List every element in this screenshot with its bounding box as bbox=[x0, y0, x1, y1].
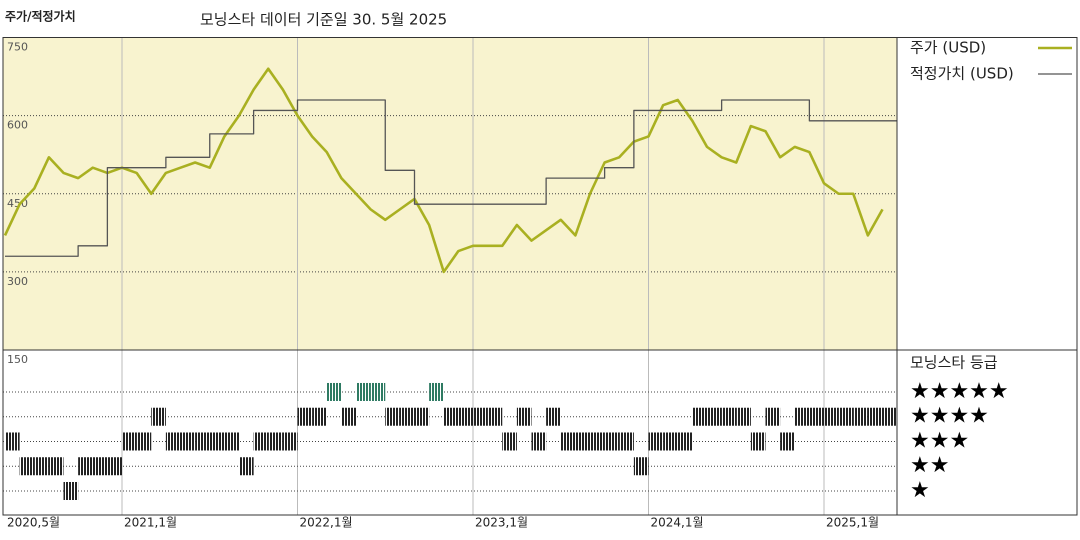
rating-bar bbox=[809, 407, 824, 426]
rating-bar bbox=[648, 432, 664, 451]
rating-bar bbox=[312, 407, 327, 426]
subtitle: 모닝스타 데이터 기준일 30. 5월 2025 bbox=[200, 11, 447, 29]
legend-label: 적정가치 (USD) bbox=[910, 65, 1014, 83]
rating-bar bbox=[224, 432, 239, 451]
rating-bar bbox=[575, 432, 590, 451]
rating-bar bbox=[399, 407, 415, 426]
x-tick-label: 2021,1월 bbox=[124, 516, 177, 530]
rating-bar bbox=[765, 407, 781, 426]
rating-bar bbox=[458, 407, 473, 426]
rating-bar bbox=[707, 407, 722, 426]
rating-bar bbox=[633, 457, 649, 476]
series-line bbox=[5, 99, 897, 257]
rating-bar bbox=[5, 432, 20, 451]
rating-bar bbox=[780, 432, 795, 451]
rating-bar bbox=[531, 432, 547, 451]
rating-label: ★★★ bbox=[910, 428, 969, 453]
rating-bar bbox=[122, 432, 137, 451]
rating-bar bbox=[385, 407, 400, 426]
rating-bar bbox=[63, 481, 79, 500]
y-tick-label: 150 bbox=[7, 353, 28, 366]
x-tick-label: 2022,1월 bbox=[300, 516, 353, 530]
rating-bar bbox=[92, 457, 108, 476]
rating-bar bbox=[268, 432, 283, 451]
rating-bar bbox=[692, 407, 707, 426]
rating-bar bbox=[516, 407, 532, 426]
y-tick-label: 750 bbox=[7, 41, 28, 54]
rating-bar bbox=[663, 432, 678, 451]
x-tick-label: 2020,5월 bbox=[7, 516, 60, 530]
rating-title: 모닝스타 등급 bbox=[910, 354, 998, 372]
rating-bar bbox=[34, 457, 49, 476]
rating-bar bbox=[151, 407, 166, 426]
rating-bar bbox=[370, 382, 386, 401]
rating-bar bbox=[209, 432, 225, 451]
y-tick-label: 600 bbox=[7, 119, 28, 132]
rating-bar bbox=[414, 407, 430, 426]
rating-bar bbox=[867, 407, 883, 426]
rating-bar bbox=[560, 432, 576, 451]
rating-bar bbox=[721, 407, 737, 426]
rating-label: ★★ bbox=[910, 453, 949, 478]
title: 주가/적정가치 bbox=[5, 9, 76, 24]
y-tick-label: 300 bbox=[7, 275, 28, 288]
rating-bar bbox=[794, 407, 810, 426]
series-line bbox=[3, 67, 884, 274]
rating-bar bbox=[136, 432, 152, 451]
rating-bar bbox=[487, 407, 503, 426]
frame bbox=[2, 37, 1078, 516]
rating-bar bbox=[253, 432, 269, 451]
x-tick-label: 2023,1월 bbox=[475, 516, 528, 530]
rating-bar bbox=[546, 407, 561, 426]
rating-label: ★★★★ bbox=[910, 404, 989, 429]
rating-bar bbox=[502, 432, 517, 451]
rating-bar bbox=[78, 457, 93, 476]
rating-bar bbox=[180, 432, 196, 451]
rating-bar bbox=[882, 407, 898, 426]
rating-bar bbox=[165, 432, 181, 451]
rating-bar bbox=[824, 407, 839, 426]
rating-bar bbox=[239, 457, 254, 476]
rating-bar bbox=[48, 457, 64, 476]
rating-bar bbox=[107, 457, 122, 476]
rating-bar bbox=[750, 432, 766, 451]
rating-bar bbox=[604, 432, 620, 451]
rating-bar bbox=[282, 432, 298, 451]
rating-bar bbox=[853, 407, 868, 426]
rating-label: ★ bbox=[910, 478, 930, 503]
rating-bar bbox=[429, 382, 444, 401]
rating-bar bbox=[677, 432, 693, 451]
rating-bar bbox=[356, 382, 371, 401]
rating-bar bbox=[736, 407, 751, 426]
rating-bar bbox=[473, 407, 488, 426]
rating-bar bbox=[341, 407, 356, 426]
rating-bar bbox=[326, 382, 342, 401]
rating-bar bbox=[619, 432, 634, 451]
rating-bar bbox=[195, 432, 210, 451]
rating-label: ★★★★★ bbox=[910, 379, 1009, 404]
rating-bar bbox=[443, 407, 459, 426]
rating-bar bbox=[19, 457, 35, 476]
rating-bar bbox=[590, 432, 605, 451]
rating-bar bbox=[297, 407, 313, 426]
x-tick-label: 2025,1월 bbox=[826, 516, 879, 530]
rating-bar bbox=[838, 407, 854, 426]
x-tick-label: 2024,1월 bbox=[651, 516, 704, 530]
legend-label: 주가 (USD) bbox=[910, 39, 986, 57]
